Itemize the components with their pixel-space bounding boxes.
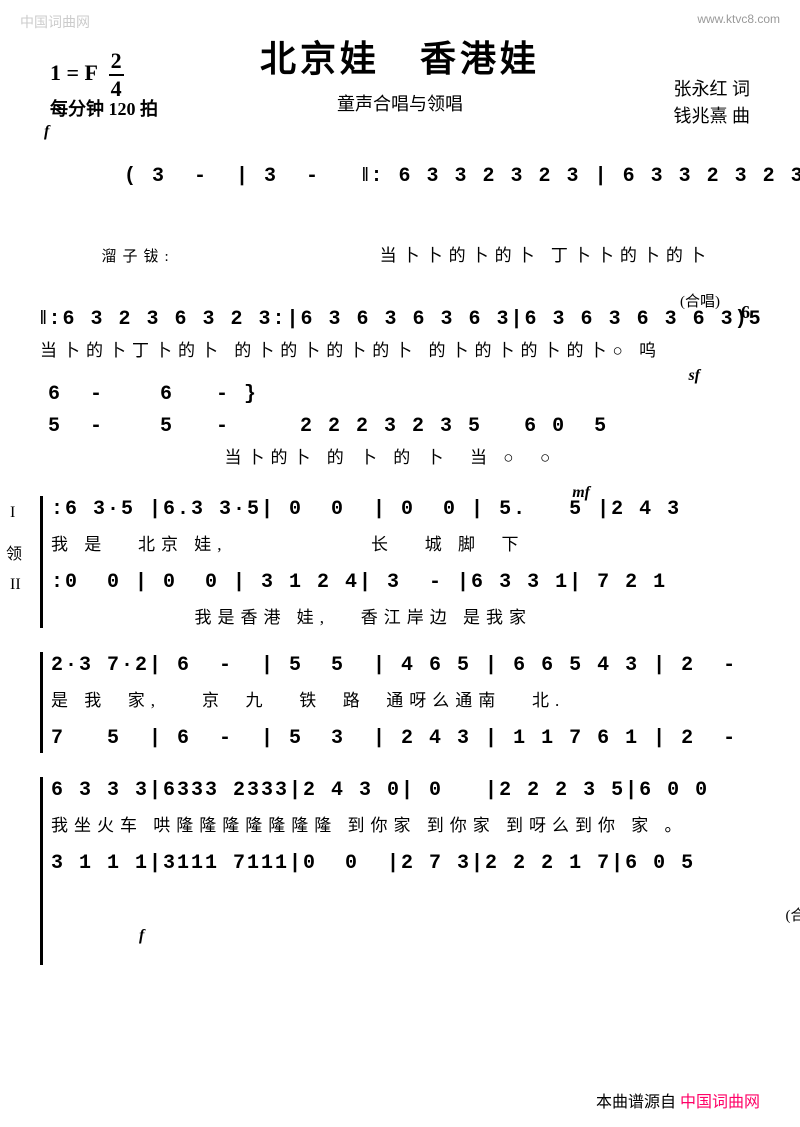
footer-attribution: 本曲谱源自 中国词曲网 <box>596 1088 760 1112</box>
part-label-two: II <box>10 576 21 594</box>
lyricist: 张永红 词 <box>674 76 751 103</box>
notation-row: ‖:6 3 2 3 6 3 2 3:|6 3 6 3 6 3 6 3|6 3 6… <box>40 306 760 334</box>
dynamic-mf: mf <box>572 484 590 502</box>
voice-two-notes: :0 0 | 0 0 | 3 1 2 4| 3 - |6 3 3 1| 7 2 … <box>51 569 760 597</box>
tempo-marking: 每分钟 120 拍 <box>50 95 158 121</box>
music-line: mf I 领 II :6 3·5 |6.3 3·5| 0 0 | 0 0 | 5… <box>40 496 760 628</box>
music-line: (合唱) 6 ‖:6 3 2 3 6 3 2 3:|6 3 6 3 6 3 6 … <box>40 306 760 361</box>
voice-one-lyrics: 是 我 家, 京 九 铁 路 通呀么通南 北. <box>51 686 760 711</box>
voice-lower: 5 - 5 - 2 2 2 3 2 3 5 6 0 5 <box>48 413 760 441</box>
voice-two-notes: 7 5 | 6 - | 5 3 | 2 4 3 | 1 1 7 6 1 | 2 … <box>51 725 760 753</box>
music-line: 2·3 7·2| 6 - | 5 5 | 4 6 5 | 6 6 5 4 3 |… <box>40 652 760 753</box>
dynamic-f: f <box>44 123 49 141</box>
music-line: 6 3 3 3|6333 2333|2 4 3 0| 0 |2 2 2 3 5|… <box>40 777 760 965</box>
instrument-label: 溜子钹: <box>102 249 175 265</box>
music-line: f ( 3 - | 3 - ‖: 6 3 3 2 3 2 3 | 6 3 3 2… <box>40 135 760 286</box>
voice-one-lyrics: 我 是 北京 娃, 长 城 脚 下 <box>51 530 760 555</box>
song-title: 北京娃 香港娃 <box>0 30 800 82</box>
voice-one-notes: 6 3 3 3|6333 2333|2 4 3 0| 0 |2 2 2 3 5|… <box>51 777 760 805</box>
voice-one-notes: 2·3 7·2| 6 - | 5 5 | 4 6 5 | 6 6 5 4 3 |… <box>51 652 760 680</box>
voice-two-lyrics: 我是香港 娃, 香江岸边 是我家 <box>51 603 760 628</box>
voice-upper: 6 - 6 - } <box>48 381 760 409</box>
music-sheet: f ( 3 - | 3 - ‖: 6 3 3 2 3 2 3 | 6 3 3 2… <box>40 135 760 985</box>
voice-one-notes: :6 3·5 |6.3 3·5| 0 0 | 0 0 | 5. 5 |2 4 3 <box>51 496 760 524</box>
notation-row: ( 3 - | 3 - ‖: 6 3 3 2 3 2 3 | 6 3 3 2 3… <box>40 135 760 219</box>
voice-two-notes: 3 1 1 1|3111 7111|0 0 |2 7 3|2 2 2 1 7|6… <box>51 850 760 878</box>
pickup-note: 6 <box>741 302 750 323</box>
lyrics-row: 当卜的卜丁卜的卜 的卜的卜的卜的卜 的卜的卜的卜的卜○ 呜 <box>40 336 760 361</box>
credits: 张永红 词 钱兆熹 曲 <box>674 76 751 130</box>
composer: 钱兆熹 曲 <box>674 103 751 130</box>
lyrics-text: 当卜卜的卜的卜 丁卜卜的卜的卜 <box>175 246 712 265</box>
two-voice-system: :6 3·5 |6.3 3·5| 0 0 | 0 0 | 5. 5 |2 4 3… <box>40 496 760 628</box>
two-voice-system: 6 3 3 3|6333 2333|2 4 3 0| 0 |2 2 2 3 5|… <box>40 777 760 965</box>
part-label-lead: 领 <box>6 540 22 564</box>
notes: ( 3 - | 3 - ‖: 6 3 3 2 3 2 3 | 6 3 3 2 3… <box>124 165 800 188</box>
voice-two-lyrics: (合唱) 北 f <box>51 884 760 965</box>
part-label-one: I <box>10 504 15 522</box>
lyrics-row: 当卜的卜 的 卜 的 卜 当 ○ ○ <box>40 443 760 468</box>
music-line: sf 6 - 6 - } 5 - 5 - 2 2 2 3 2 3 5 6 0 5… <box>40 381 760 468</box>
lyrics-text: (合唱) 北 <box>613 908 800 924</box>
lyrics-row: 溜子钹: 当卜卜的卜的卜 丁卜卜的卜的卜 <box>40 221 760 286</box>
footer-link: 中国词曲网 <box>680 1094 760 1111</box>
two-voice-system: 2·3 7·2| 6 - | 5 5 | 4 6 5 | 6 6 5 4 3 |… <box>40 652 760 753</box>
choral-label: (合唱) <box>680 290 720 311</box>
two-voice-system: 6 - 6 - } 5 - 5 - 2 2 2 3 2 3 5 6 0 5 <box>40 381 760 441</box>
voice-one-lyrics: 我坐火车 哄隆隆隆隆隆隆隆 到你家 到你家 到呀么到你 家 。 <box>51 811 760 836</box>
dynamic-f-end: f <box>139 927 150 944</box>
footer-prefix: 本曲谱源自 <box>596 1094 676 1111</box>
